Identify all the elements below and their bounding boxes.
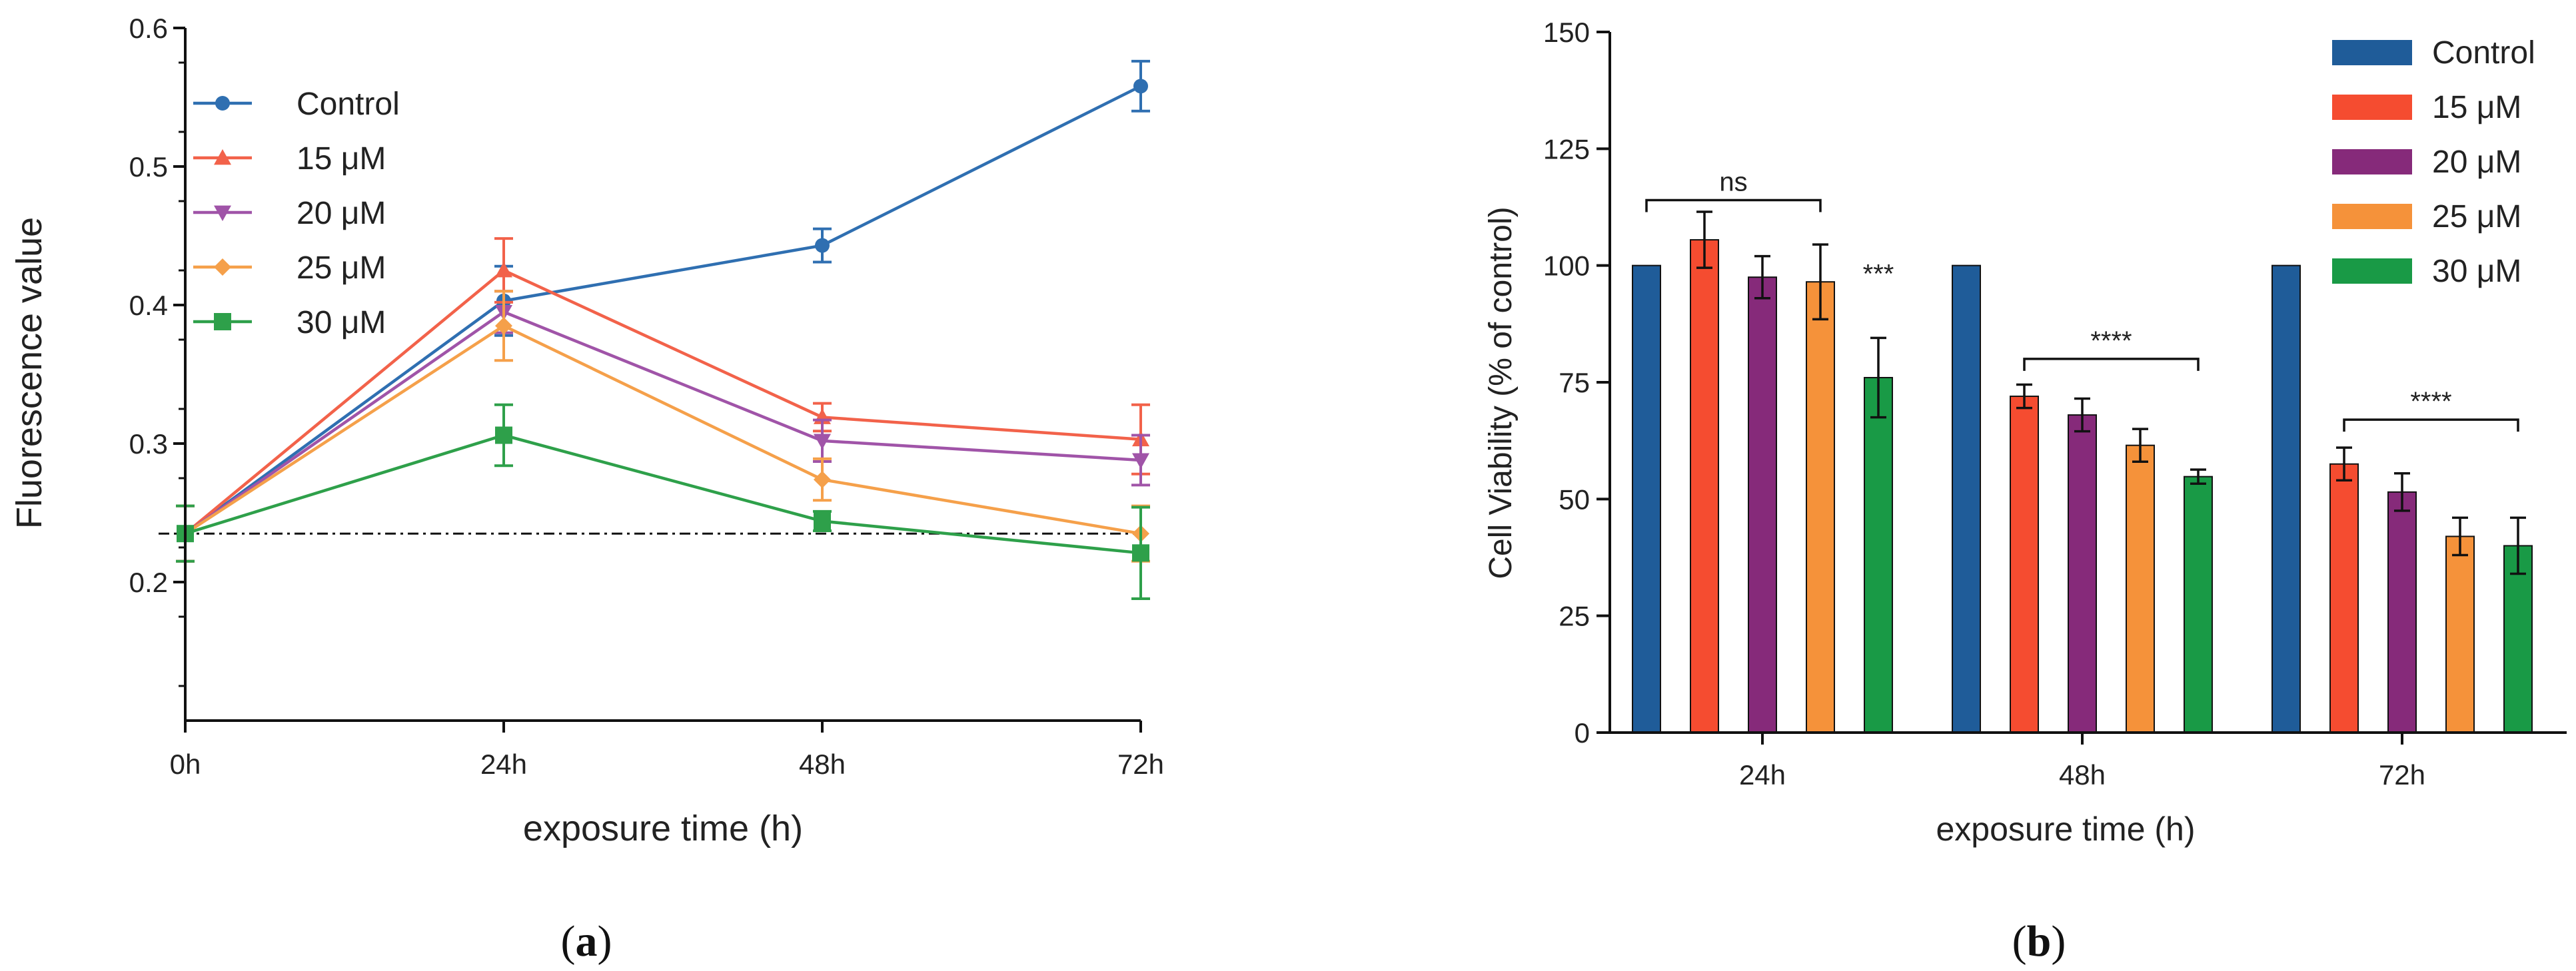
b-bar-2-2 — [2387, 491, 2417, 734]
b-legend-label-1: 15 μM — [2432, 90, 2521, 125]
a-point-4-3 — [1132, 544, 1149, 562]
b-bar-2-0 — [2271, 264, 2301, 733]
b-sig-label-0: ns — [1719, 167, 1747, 196]
b-y-tick-label-1: 25 — [1559, 601, 1590, 632]
a-point-2-2 — [814, 434, 831, 450]
a-legend-label-3: 25 μM — [297, 250, 386, 286]
a-legend-marker-2 — [214, 205, 231, 221]
a-point-0-2 — [815, 238, 830, 253]
a-series-line-4 — [185, 434, 1141, 555]
b-bar-1-1 — [2010, 396, 2039, 733]
a-x-tick-label-1: 24h — [480, 749, 527, 780]
b-bar-1-2 — [2068, 414, 2097, 733]
b-legend-swatch-0 — [2332, 40, 2412, 65]
a-point-1-1 — [495, 262, 512, 278]
a-legend-marker-4 — [214, 313, 231, 330]
panel-a-chart: 0.2 0.3 0.4 0.5 0.6 0h 24h 48h 72h exposure tim… — [9, 13, 1164, 966]
b-bar-1-4 — [2184, 476, 2213, 733]
b-legend-label-3: 25 μM — [2432, 199, 2521, 234]
a-y-tick-label-1: 0.3 — [129, 428, 168, 460]
b-legend-label-4: 30 μM — [2432, 254, 2521, 289]
b-y-tick-label-0: 0 — [1575, 717, 1590, 749]
b-legend: Control 15 μM 20 μM 25 μM 30 μM — [2332, 35, 2535, 289]
b-sig-bracket-0 — [1645, 198, 1822, 212]
b-y-axis-label: Cell Viability (% of control) — [1483, 206, 1519, 579]
a-y-axis-label: Fluorescence value — [9, 217, 49, 529]
b-legend-label-2: 20 μM — [2432, 145, 2521, 180]
a-point-0-3 — [1133, 79, 1148, 94]
b-bar-2-3 — [2445, 535, 2475, 733]
b-y-tick-label-6: 150 — [1543, 17, 1590, 48]
a-point-4-1 — [495, 426, 512, 444]
b-sig-label-2: **** — [2090, 326, 2132, 356]
b-legend-swatch-2 — [2332, 149, 2412, 174]
b-sig-bracket-2 — [2023, 358, 2200, 371]
a-series-line-2 — [184, 310, 1141, 535]
b-y-tick-label-2: 50 — [1559, 484, 1590, 515]
b-panel-caption: (b) — [2012, 917, 2066, 966]
a-legend-label-1: 15 μM — [297, 141, 386, 176]
b-bar-0-1 — [1690, 239, 1719, 733]
b-sig-bracket-3 — [2343, 418, 2519, 432]
b-bar-0-2 — [1748, 276, 1777, 733]
b-y-tick-label-4: 100 — [1543, 250, 1590, 282]
a-x-tick-label-3: 72h — [1117, 749, 1164, 780]
b-x-tick-label-2: 72h — [2379, 759, 2425, 791]
a-x-tick-label-2: 48h — [799, 749, 846, 780]
b-legend-swatch-4 — [2332, 258, 2412, 284]
b-sig-label-3: **** — [2410, 387, 2451, 416]
a-series-line-1 — [184, 268, 1141, 535]
b-bar-1-3 — [2126, 444, 2155, 733]
a-legend-label-4: 30 μM — [297, 305, 386, 340]
a-y-tick-label-2: 0.4 — [129, 290, 168, 321]
a-legend-marker-1 — [214, 149, 231, 165]
a-panel-letter: a — [576, 917, 598, 966]
b-x-axis-label: exposure time (h) — [1936, 810, 2195, 848]
a-series-line-3 — [184, 324, 1141, 535]
b-legend-swatch-1 — [2332, 95, 2412, 120]
a-legend-marker-0 — [215, 96, 230, 111]
b-x-tick-label-1: 48h — [2059, 759, 2106, 791]
a-y-tick-label-3: 0.5 — [129, 151, 168, 182]
b-legend-swatch-3 — [2332, 204, 2412, 229]
b-y-tick-label-5: 125 — [1543, 133, 1590, 164]
a-point-3-2 — [814, 471, 831, 489]
a-y-tick-label-0: 0.2 — [129, 567, 168, 598]
a-y-tick-label-4: 0.6 — [129, 13, 168, 44]
a-x-axis-label: exposure time (h) — [523, 809, 803, 848]
a-legend-label-0: Control — [297, 87, 400, 122]
a-series-1 — [176, 237, 1150, 563]
b-legend-label-0: Control — [2432, 35, 2535, 71]
b-bar-0-3 — [1806, 281, 1835, 734]
a-point-2-3 — [1132, 453, 1149, 469]
b-sig-label-1: *** — [1863, 260, 1894, 289]
a-point-4-2 — [814, 512, 831, 530]
a-series-3 — [176, 290, 1150, 563]
a-x-tick-label-0: 0h — [170, 749, 201, 780]
b-bar-0-0 — [1632, 264, 1661, 733]
b-y-tick-label-3: 75 — [1559, 367, 1590, 398]
a-legend-label-2: 20 μM — [297, 196, 386, 231]
b-panel-letter: b — [2027, 917, 2052, 966]
a-legend-marker-3 — [214, 258, 231, 276]
a-series-line-0 — [184, 85, 1142, 535]
b-bar-1-0 — [1952, 264, 1981, 733]
a-legend: Control 15 μM 20 μM 25 μM 30 μM — [193, 87, 400, 340]
b-x-tick-label-0: 24h — [1739, 759, 1786, 791]
b-bar-0-4 — [1864, 376, 1893, 733]
b-bar-2-1 — [2329, 463, 2359, 733]
a-panel-caption: (a) — [561, 917, 612, 966]
a-point-3-1 — [495, 317, 512, 335]
